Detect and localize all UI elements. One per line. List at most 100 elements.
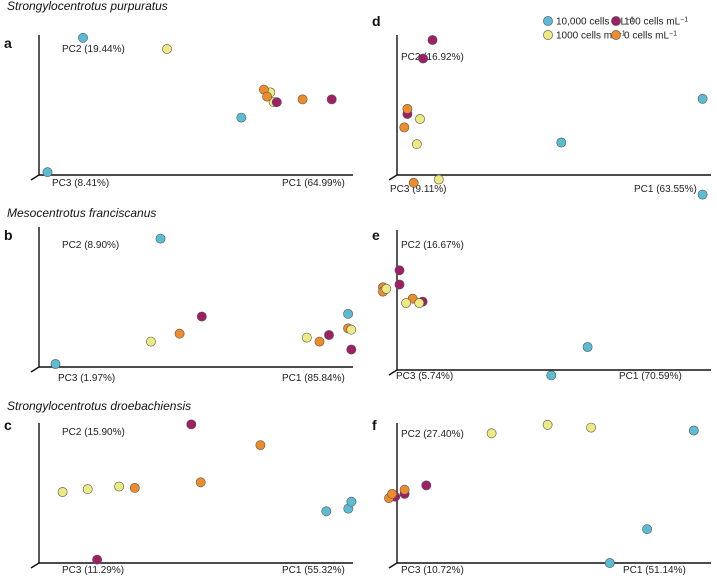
pc3-axis-line <box>388 174 398 181</box>
species-title-purpuratus: Strongylocentrotus purpuratus <box>7 0 168 13</box>
pc3-axis-line <box>30 366 40 373</box>
panel-a: PC2 (19.44%) PC1 (64.99%) PC3 (8.41%) <box>30 32 353 189</box>
data-point <box>255 440 266 450</box>
data-point <box>174 328 185 339</box>
panel-c: PC2 (15.90%) PC1 (55.32%) PC3 (11.29%) <box>30 419 357 576</box>
data-point <box>57 487 68 497</box>
data-point <box>411 139 422 150</box>
pc2-axis-label: PC2 (15.90%) <box>62 427 125 438</box>
data-point <box>394 265 405 276</box>
data-point <box>301 332 312 343</box>
panels: PC2 (19.44%)PC1 (64.99%)PC3 (8.41%)PC2 (… <box>30 32 711 576</box>
legend-label: 0 cells mL−1 <box>624 30 677 42</box>
data-point <box>408 177 419 188</box>
data-point <box>314 336 325 347</box>
data-point <box>78 32 88 43</box>
species-title-droebachiensis: Strongylocentrotus droebachiensis <box>7 399 191 413</box>
data-point <box>486 428 497 439</box>
panel-f: PC2 (27.40%) PC1 (51.14%) PC3 (10.72%) <box>384 419 711 576</box>
data-point <box>421 480 432 491</box>
pc3-axis-line <box>30 562 40 569</box>
data-point <box>324 330 334 340</box>
data-point <box>346 344 357 355</box>
data-point <box>401 298 411 308</box>
data-point <box>418 53 428 64</box>
data-point <box>394 279 405 290</box>
pc2-axis-label: PC2 (8.90%) <box>62 240 119 251</box>
data-point <box>145 336 156 347</box>
data-point <box>697 93 708 104</box>
panel-d: PC2 (16.92%) PC1 (63.55%) PC3 (9.11%) <box>388 35 711 200</box>
panel-letter-c: c <box>4 417 12 433</box>
data-point <box>50 359 61 369</box>
panel-letter-d: d <box>372 13 381 29</box>
pc3-axis-line <box>388 369 398 376</box>
data-point <box>556 137 567 148</box>
legend-item: 1000 cells mL−1 <box>543 30 626 42</box>
data-point <box>271 97 282 108</box>
pc2-axis-label: PC2 (16.92%) <box>401 52 464 63</box>
panel-letter-b: b <box>4 227 13 243</box>
pc3-axis-label: PC3 (10.72%) <box>401 565 464 576</box>
panel-letter-e: e <box>372 227 380 243</box>
data-point <box>82 484 93 495</box>
legend-swatch <box>611 30 621 40</box>
data-point <box>381 283 392 294</box>
data-point <box>697 189 708 200</box>
data-point <box>433 174 444 185</box>
pc3-axis-label: PC3 (1.97%) <box>58 373 115 384</box>
data-point <box>236 112 247 123</box>
legend-label: 100 cells mL−1 <box>624 16 688 28</box>
legend-item: 100 cells mL−1 <box>611 16 688 28</box>
data-point <box>546 370 557 381</box>
pc3-axis-line <box>388 562 398 569</box>
pc1-axis-label: PC1 (55.32%) <box>282 565 345 576</box>
data-point <box>582 342 593 352</box>
legend-swatch <box>543 30 553 40</box>
data-point <box>42 167 53 178</box>
legend-swatch <box>543 16 553 26</box>
data-point <box>321 506 332 517</box>
species-title-franciscanus: Mesocentrotus franciscanus <box>7 206 156 220</box>
data-point <box>196 311 207 322</box>
panel-b: PC2 (8.90%) PC1 (85.84%) PC3 (1.97%) <box>30 227 357 384</box>
legend-swatch <box>611 16 621 26</box>
pc1-axis-label: PC1 (63.55%) <box>634 184 697 195</box>
data-point <box>688 425 699 436</box>
data-point <box>343 308 353 319</box>
data-point <box>326 94 337 105</box>
panel-e: PC2 (16.67%) PC1 (70.59%) PC3 (5.74%) <box>378 230 711 382</box>
data-point <box>114 481 124 492</box>
legend-label: 1000 cells mL−1 <box>556 30 626 42</box>
data-point <box>542 419 553 430</box>
pc2-axis-label: PC2 (27.40%) <box>401 429 464 440</box>
data-point <box>186 419 197 430</box>
data-point <box>262 91 272 102</box>
data-point <box>92 554 102 565</box>
data-point <box>155 233 166 244</box>
data-point <box>195 477 206 488</box>
data-point <box>387 488 397 499</box>
data-point <box>604 558 615 568</box>
pc3-axis-label: PC3 (8.41%) <box>52 178 109 189</box>
data-point <box>297 94 308 105</box>
data-point <box>402 104 413 114</box>
pc3-axis-label: PC3 (9.11%) <box>390 184 447 195</box>
pc2-axis-label: PC2 (16.67%) <box>401 240 464 251</box>
data-point <box>346 496 357 507</box>
data-point <box>399 484 410 495</box>
pc3-axis-label: PC3 (11.29%) <box>62 565 124 576</box>
data-point <box>414 298 425 308</box>
pc1-axis-label: PC1 (51.14%) <box>623 565 686 576</box>
panel-letter-f: f <box>372 417 377 433</box>
data-point <box>642 524 652 535</box>
pc2-axis-label: PC2 (19.44%) <box>62 44 125 55</box>
data-point <box>586 422 596 433</box>
data-point <box>415 114 425 124</box>
pc3-axis-line <box>30 174 40 181</box>
data-point <box>346 324 357 335</box>
data-point <box>399 122 410 133</box>
